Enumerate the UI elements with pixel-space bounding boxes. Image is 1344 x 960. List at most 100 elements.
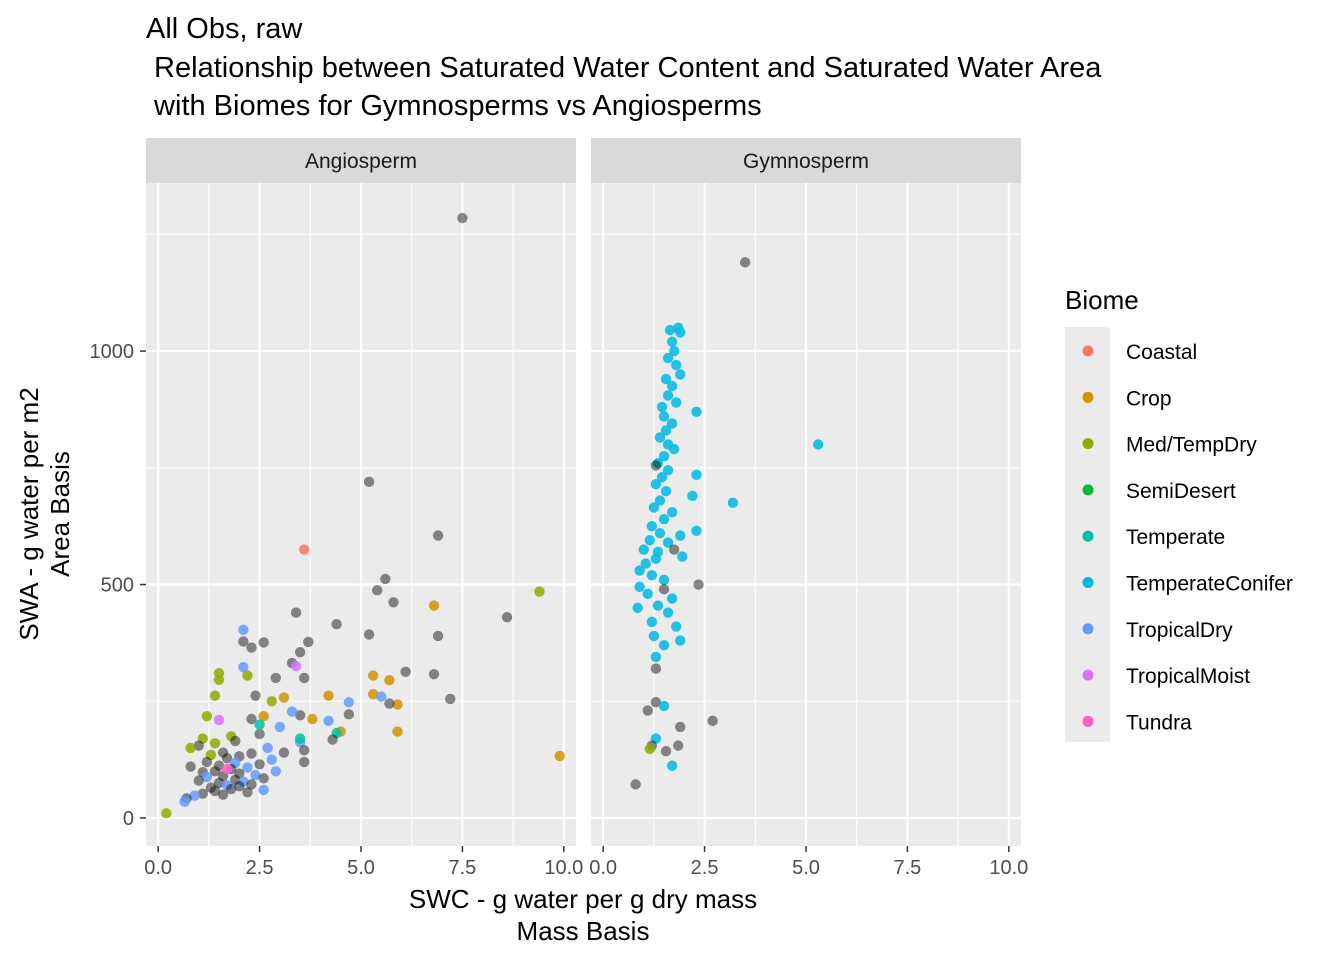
data-point — [185, 742, 196, 754]
data-point — [648, 502, 660, 513]
data-point — [254, 719, 265, 730]
data-point — [650, 478, 662, 490]
data-point — [640, 558, 651, 569]
legend-entry-label: Temperate — [1126, 526, 1225, 549]
data-point — [270, 766, 282, 777]
data-point — [677, 551, 688, 562]
data-point — [675, 635, 686, 646]
data-point — [205, 782, 217, 793]
data-point — [388, 597, 399, 608]
legend-key-swatch — [1082, 577, 1094, 588]
x-tick-label: 2.5 — [246, 857, 274, 879]
data-point — [644, 743, 656, 755]
y-axis: 0 500 1000 — [90, 341, 146, 830]
x-axis-label-line-2: Mass Basis — [517, 916, 650, 946]
data-point — [179, 796, 190, 807]
data-point — [691, 406, 702, 417]
data-point — [654, 432, 666, 443]
legend-key-swatch — [1082, 715, 1094, 727]
data-points — [630, 257, 824, 790]
data-point — [303, 636, 314, 648]
x-tick-label: 0.0 — [144, 857, 172, 879]
data-point — [432, 630, 444, 642]
data-point — [372, 584, 383, 596]
data-point — [660, 746, 672, 757]
data-point — [691, 469, 702, 481]
data-point — [331, 727, 342, 739]
legend-title: Biome — [1065, 285, 1139, 315]
legend-entry-label: Crop — [1126, 387, 1172, 410]
data-point — [392, 726, 403, 737]
data-point — [668, 345, 680, 357]
panel-angiosperm: Angiosperm — [146, 138, 576, 846]
data-point — [654, 527, 666, 539]
data-point — [197, 733, 208, 744]
data-point — [646, 569, 658, 581]
legend-key-swatch — [1082, 623, 1094, 635]
data-point — [367, 689, 379, 700]
data-point — [634, 581, 645, 593]
data-point — [400, 666, 411, 678]
data-point — [662, 464, 674, 476]
data-point — [384, 698, 395, 709]
data-point — [445, 693, 456, 705]
x-tick-label: 10.0 — [989, 857, 1028, 879]
data-point — [662, 537, 674, 548]
data-point — [278, 747, 290, 758]
data-point — [392, 699, 403, 710]
strip-label-angiosperm: Angiosperm — [305, 150, 417, 173]
data-point — [254, 759, 265, 770]
data-point — [230, 757, 241, 769]
data-point — [246, 779, 257, 790]
data-point — [234, 768, 245, 779]
data-point — [290, 607, 302, 618]
data-point — [650, 696, 662, 708]
data-point — [331, 619, 342, 630]
data-point — [652, 600, 664, 611]
data-point — [209, 785, 221, 797]
data-point — [658, 411, 670, 422]
data-point — [380, 573, 391, 585]
data-point — [666, 418, 678, 429]
data-point — [656, 401, 668, 413]
data-point — [270, 672, 282, 684]
data-point — [632, 602, 643, 614]
y-axis-label-line-2: Area Basis — [45, 451, 75, 577]
data-point — [367, 670, 379, 681]
legend-entry-label: Tundra — [1126, 711, 1192, 734]
data-point — [642, 705, 653, 716]
y-axis-title: SWA - g water per m2 Area Basis — [14, 387, 75, 640]
data-point — [254, 728, 265, 740]
data-point — [185, 761, 196, 772]
data-point — [246, 713, 257, 725]
legend-entry-label: Med/TempDry — [1126, 434, 1257, 457]
data-point — [213, 674, 225, 685]
data-point — [225, 783, 237, 795]
legend-key-swatch — [1082, 530, 1094, 542]
data-points — [161, 212, 565, 819]
data-point — [691, 525, 702, 537]
data-point — [656, 471, 668, 483]
data-point — [675, 721, 686, 733]
x-tick-label: 5.0 — [792, 857, 820, 879]
data-point — [664, 324, 676, 336]
data-point — [213, 714, 225, 726]
data-point — [197, 788, 208, 799]
strip-label-gymnosperm: Gymnosperm — [743, 150, 869, 173]
x-tick-label: 5.0 — [347, 857, 375, 879]
data-point — [266, 754, 277, 765]
data-point — [658, 450, 670, 462]
data-point — [638, 544, 649, 555]
data-point — [534, 586, 545, 597]
legend-key-swatch — [1082, 669, 1094, 681]
data-point — [201, 756, 213, 768]
data-point — [299, 756, 310, 768]
data-point — [666, 336, 678, 347]
data-point — [258, 773, 269, 784]
data-point — [246, 642, 257, 653]
data-point — [666, 593, 678, 604]
data-point — [658, 584, 670, 595]
data-point — [294, 733, 306, 744]
data-point — [670, 397, 682, 408]
data-point — [262, 742, 273, 754]
